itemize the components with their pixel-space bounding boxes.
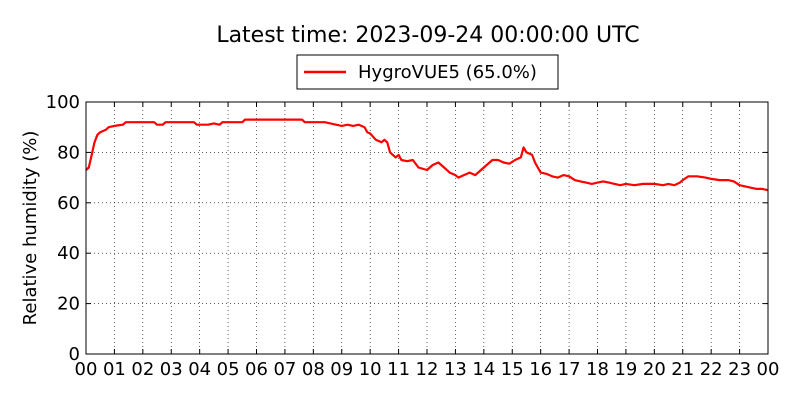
x-tick-label: 09: [330, 359, 353, 380]
y-tick-label: 20: [57, 294, 80, 315]
x-tick-label: 15: [501, 359, 524, 380]
y-tick-label: 0: [69, 344, 80, 365]
x-tick-label: 03: [160, 359, 183, 380]
x-tick-label: 04: [188, 359, 211, 380]
x-tick-label: 21: [671, 359, 694, 380]
x-tick-label: 16: [529, 359, 552, 380]
x-tick-label: 23: [728, 359, 751, 380]
x-tick-label: 13: [444, 359, 467, 380]
y-tick-label: 40: [57, 243, 80, 264]
x-tick-label: 02: [131, 359, 154, 380]
x-tick-label: 05: [217, 359, 240, 380]
y-tick-label: 60: [57, 193, 80, 214]
grid: [86, 102, 768, 354]
y-tick-label: 100: [46, 92, 80, 113]
x-tick-label: 00: [75, 359, 98, 380]
x-tick-label: 14: [472, 359, 495, 380]
axis-ticks: 00 01 02 03 04 05 06 07 08 09 10 11 12 13 14 15 16 17 18 19…: [46, 92, 780, 380]
x-tick-label: 11: [387, 359, 410, 380]
x-tick-label: 01: [103, 359, 126, 380]
series-line: [85, 118, 769, 192]
x-tick-label: 08: [302, 359, 325, 380]
x-tick-label: 17: [558, 359, 581, 380]
x-tick-label: 20: [643, 359, 666, 380]
x-tick-label: 18: [586, 359, 609, 380]
legend: HygroVUE5 (65.0%): [296, 54, 559, 90]
plot-frame: [85, 101, 769, 355]
y-tick-label: 80: [57, 142, 80, 163]
x-tick-label: 19: [614, 359, 637, 380]
chart-title: Latest time: 2023-09-24 00:00:00 UTC: [216, 23, 639, 48]
x-tick-label: 22: [700, 359, 723, 380]
x-tick-label: 12: [416, 359, 439, 380]
series-layer: [85, 118, 769, 192]
x-tick-label: 00: [757, 359, 780, 380]
x-tick-label: 06: [245, 359, 268, 380]
x-tick-label: 10: [359, 359, 382, 380]
y-axis-label: Relative humidity (%): [20, 131, 41, 326]
legend-label: HygroVUE5 (65.0%): [358, 62, 537, 83]
x-tick-label: 07: [273, 359, 296, 380]
